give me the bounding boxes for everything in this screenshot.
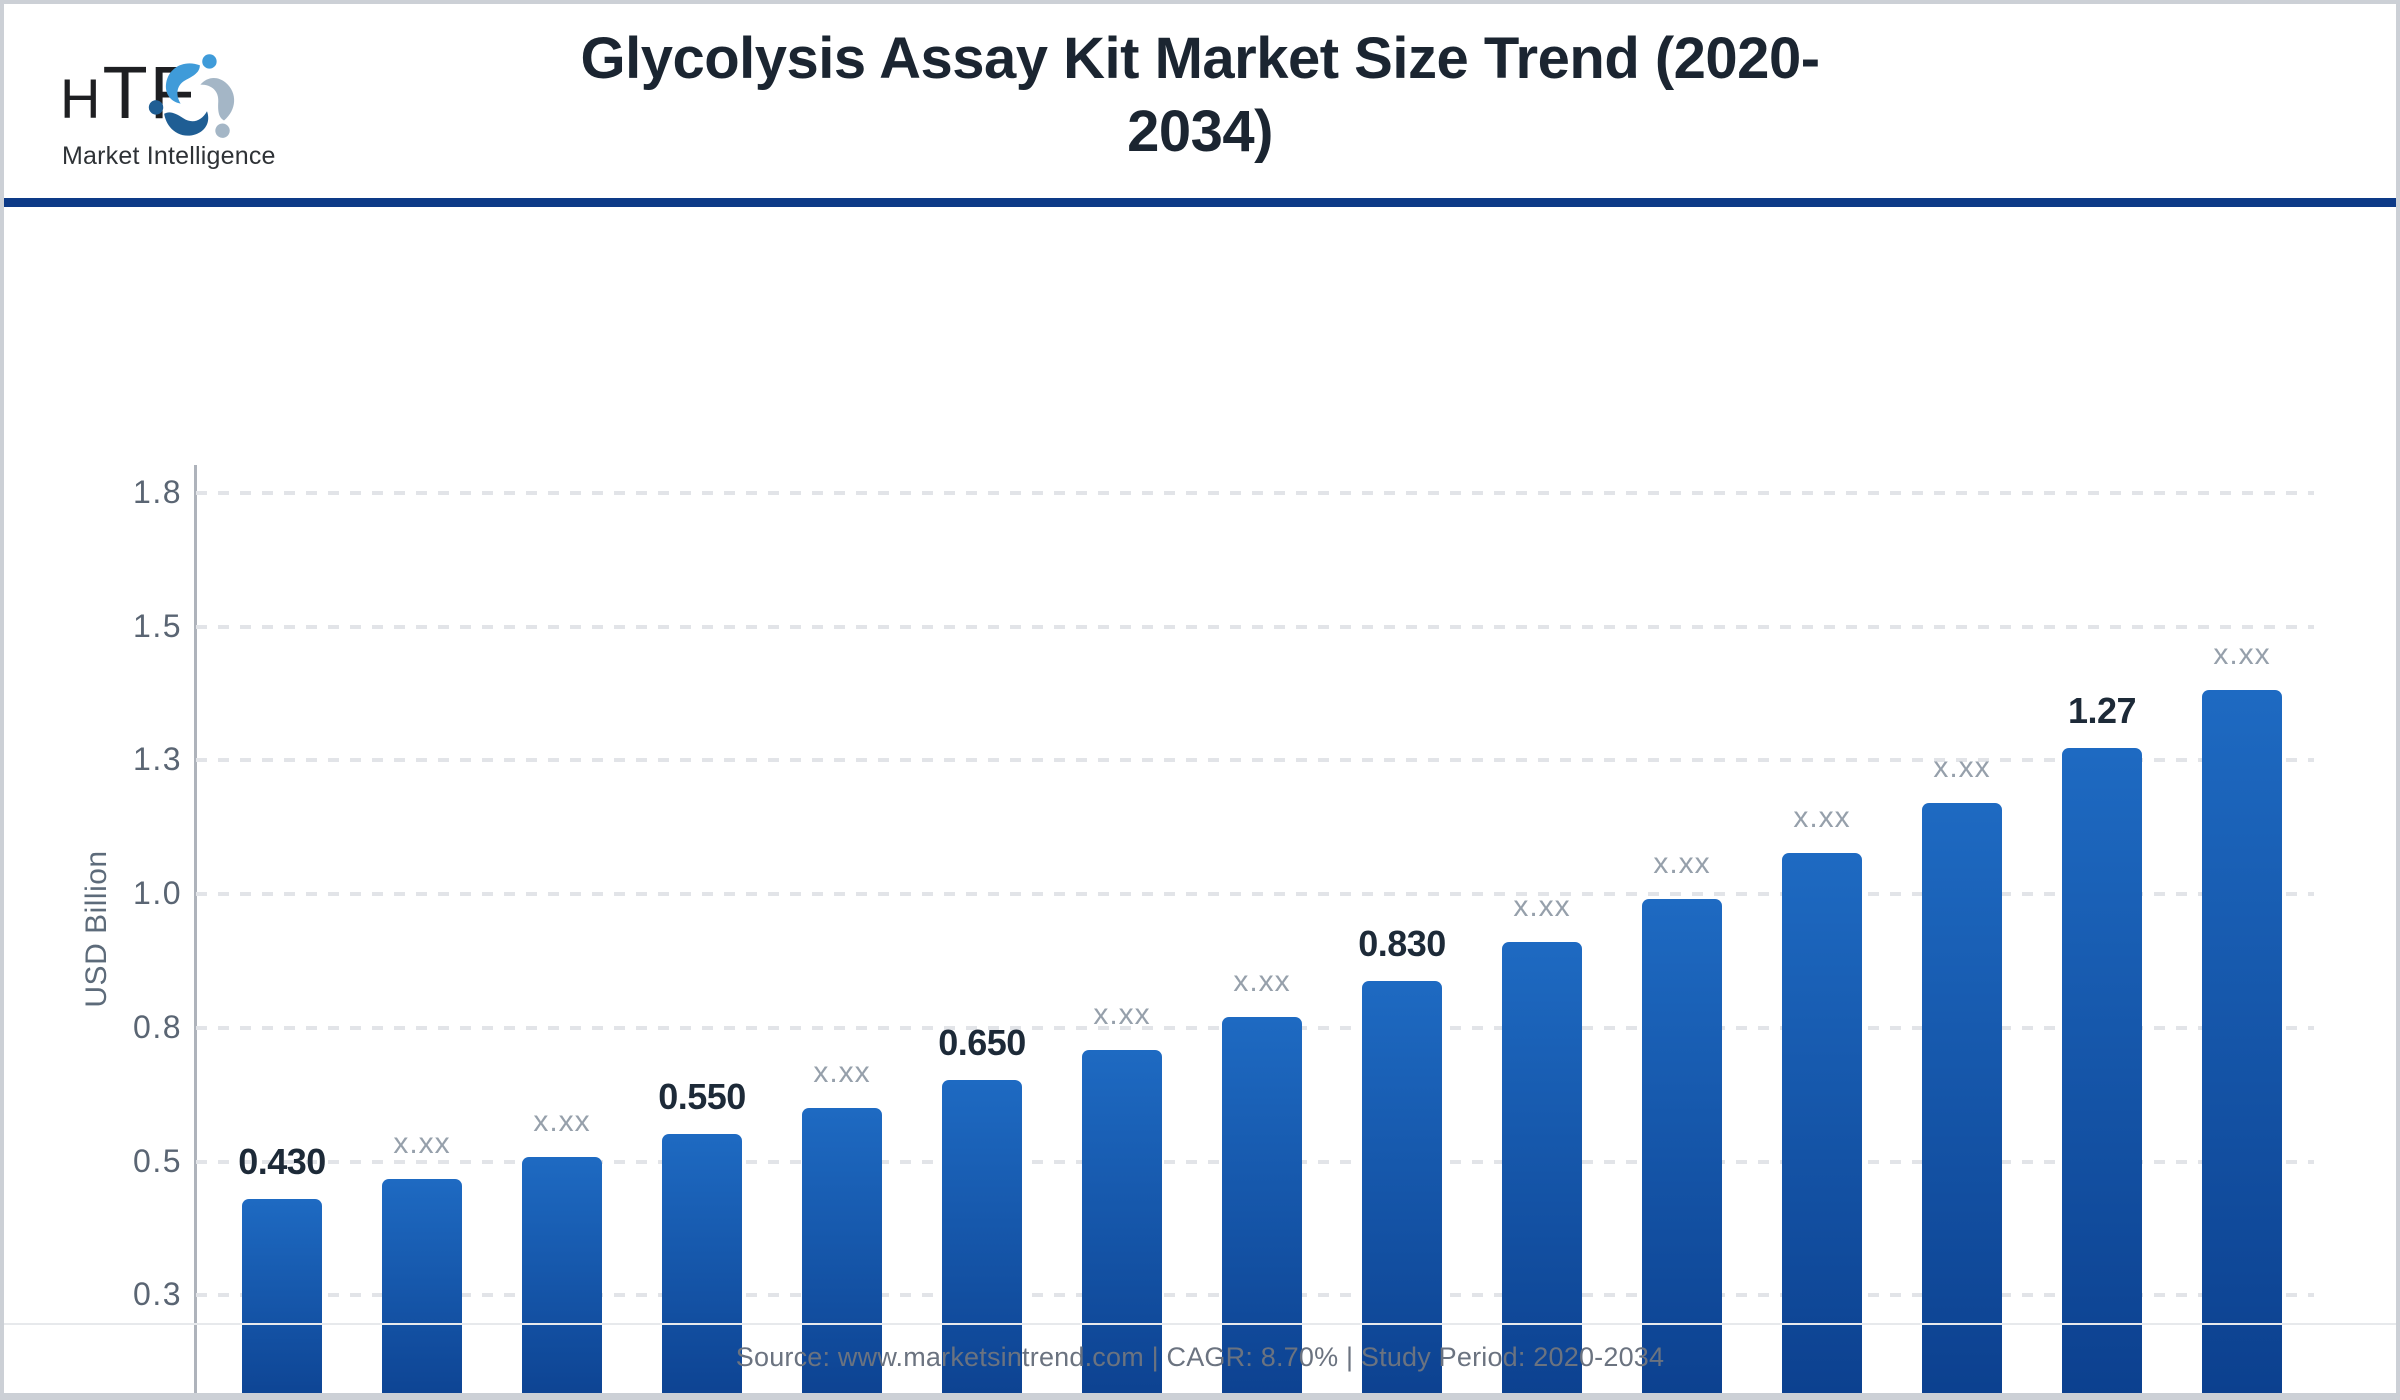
footer-source-text: Source: www.marketsintrend.com | CAGR: 8…: [735, 1342, 1665, 1372]
header: HTF Market Intelligence: [4, 4, 2396, 198]
chart-title-line1: Glycolysis Assay Kit Market Size Trend (…: [580, 26, 1820, 91]
bar: [242, 1199, 322, 1393]
bar: [942, 1080, 1022, 1393]
bar: [1642, 899, 1722, 1393]
bar-value-label: x.xx: [393, 1127, 451, 1160]
bar: [2062, 748, 2142, 1393]
bar-value-label: x.xx: [1233, 965, 1291, 998]
y-tick-label: 0.8: [133, 1008, 182, 1045]
bar-value-label: 0.830: [1358, 923, 1446, 964]
bar: [522, 1157, 602, 1393]
bar-value-label: x.xx: [1093, 998, 1151, 1031]
logo-swirl-icon: [148, 54, 235, 138]
bar: [1502, 942, 1582, 1393]
logo-subtitle: Market Intelligence: [62, 142, 276, 170]
gridline: [196, 892, 2314, 896]
bar: [1222, 1017, 1302, 1393]
bar: [1082, 1050, 1162, 1393]
bar-value-label: x.xx: [1653, 847, 1711, 880]
bar-value-label: 1.27: [2067, 690, 2137, 731]
bar: [662, 1134, 742, 1393]
gridline: [196, 490, 2314, 495]
y-tick-label: 1.3: [133, 741, 182, 778]
bar-value-label: x.xx: [813, 1056, 871, 1089]
htf-logo: HTF Market Intelligence: [60, 40, 300, 180]
y-tick-label: 1.0: [133, 875, 182, 911]
y-axis-spine: [194, 465, 197, 1393]
y-tick-label: 1.8: [133, 473, 182, 510]
chart-title-line2: 2034): [1127, 99, 1273, 164]
bar-value-label: 0.650: [938, 1022, 1026, 1063]
y-tick-label: 1.5: [133, 607, 182, 644]
bar-value-label: x.xx: [533, 1105, 591, 1138]
bar: [2202, 690, 2282, 1393]
gridline: [196, 624, 2314, 629]
header-divider: [4, 198, 2396, 207]
bar-value-label: x.xx: [1513, 890, 1571, 923]
bar: [802, 1108, 882, 1393]
bar: [1362, 981, 1442, 1393]
bar-value-label: 0.550: [658, 1076, 746, 1117]
footer-separator: [4, 1323, 2396, 1325]
bar: [1782, 853, 1862, 1393]
y-axis-label: USD Billion: [80, 850, 113, 1008]
bar-value-label: 0.430: [238, 1141, 326, 1182]
logo-letter-h: H: [60, 67, 103, 130]
bar-value-label: x.xx: [1793, 801, 1851, 834]
bar-value-label: x.xx: [1933, 751, 1991, 784]
y-tick-label: 0.3: [133, 1276, 182, 1313]
y-tick-label: 0.5: [133, 1142, 182, 1179]
bar: [382, 1179, 462, 1393]
bar-value-label: x.xx: [2213, 638, 2271, 671]
gridline: [196, 758, 2314, 763]
bar: [1922, 803, 2002, 1393]
bar-chart: USD Billion 0.00.30.50.81.01.31.51.80.43…: [4, 207, 2396, 1393]
chart-title: Glycolysis Assay Kit Market Size Trend (…: [4, 22, 2396, 168]
